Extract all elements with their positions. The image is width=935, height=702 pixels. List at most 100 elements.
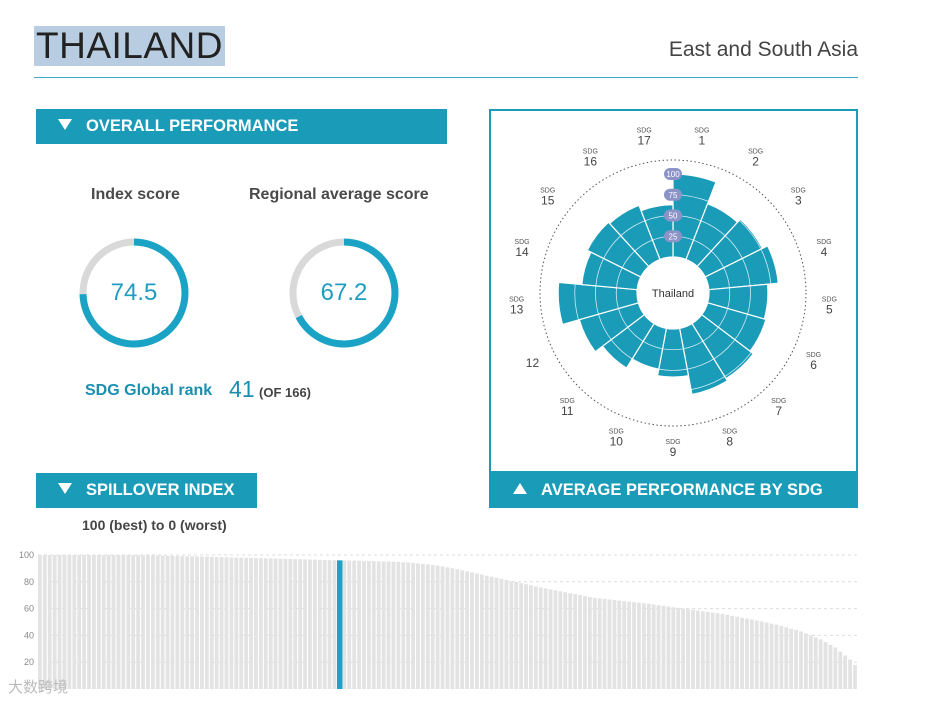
spillover-bar xyxy=(200,556,204,689)
ring-label-25: 25 xyxy=(669,232,678,241)
spillover-bar xyxy=(401,562,406,689)
spillover-bar xyxy=(587,596,592,689)
spillover-bar xyxy=(347,560,352,689)
sdg-number-label-9: 9 xyxy=(670,445,677,459)
spillover-bar xyxy=(720,613,725,689)
spillover-bar xyxy=(695,610,700,689)
sdg-number-label-6: 6 xyxy=(810,358,817,372)
spillover-bar xyxy=(700,611,705,689)
spillover-bar xyxy=(391,561,396,689)
spillover-bar xyxy=(803,633,808,689)
sdg-prefix-label: SDG xyxy=(560,398,575,405)
sdg-number-label-1: 1 xyxy=(699,134,706,148)
spillover-bar xyxy=(524,584,528,689)
spillover-bar xyxy=(450,568,455,689)
spillover-bar xyxy=(769,623,774,689)
spillover-bar xyxy=(62,555,67,689)
spillover-bar xyxy=(381,561,386,689)
spillover-bar xyxy=(592,597,597,689)
spillover-bar xyxy=(180,556,185,689)
sdg-performance-header: AVERAGE PERFORMANCE BY SDG xyxy=(489,473,858,508)
sdg-prefix-label: SDG xyxy=(722,428,737,435)
spillover-bar xyxy=(749,619,754,689)
y-tick-label: 40 xyxy=(24,630,34,640)
spillover-bar xyxy=(612,600,617,689)
sdg-prefix-label: SDG xyxy=(665,439,680,446)
spillover-bar xyxy=(268,558,273,689)
spillover-bar xyxy=(52,555,57,689)
sdg-prefix-label: SDG xyxy=(540,187,555,194)
y-tick-label: 20 xyxy=(24,657,34,667)
spillover-bar xyxy=(190,556,195,689)
sdg-prefix-label: SDG xyxy=(609,428,624,435)
spillover-bar xyxy=(838,651,843,689)
ring-label-75: 75 xyxy=(669,191,678,200)
spillover-bar xyxy=(671,607,676,689)
spillover-bar xyxy=(254,558,258,689)
spillover-bar xyxy=(141,555,145,689)
spillover-bar xyxy=(111,555,116,689)
sdg-prefix-label: SDG xyxy=(822,296,837,303)
spillover-bar xyxy=(509,580,514,689)
spillover-bar xyxy=(617,600,622,689)
sdg-number-label-4: 4 xyxy=(821,245,828,259)
country-title: THAILAND xyxy=(34,25,225,66)
index-score-donut xyxy=(79,238,189,348)
spillover-bar xyxy=(799,631,803,689)
center-hole xyxy=(637,257,709,329)
spillover-bar xyxy=(416,563,420,689)
sdg-number-label-12: 12 xyxy=(526,356,540,370)
spillover-bar xyxy=(568,593,573,689)
spillover-bar xyxy=(204,556,209,689)
outer-dotted-ring xyxy=(539,159,807,427)
sdg-number-label-5: 5 xyxy=(826,302,833,316)
header-divider xyxy=(34,77,858,78)
spillover-bar xyxy=(529,585,533,689)
spillover-bar xyxy=(312,559,317,689)
spillover-bar xyxy=(808,635,813,689)
spillover-bar xyxy=(730,615,735,689)
spillover-bar xyxy=(470,572,474,689)
spillover-bar xyxy=(813,637,818,689)
sdg-prefix-label: SDG xyxy=(694,128,709,135)
regional-score-donut xyxy=(289,238,399,348)
spillover-bar xyxy=(195,556,199,689)
spillover-bar xyxy=(258,558,263,689)
spillover-bar xyxy=(352,560,357,689)
spillover-bar xyxy=(475,573,479,689)
sdg-number-label-11: 11 xyxy=(561,404,574,418)
sdg-prefix-label: SDG xyxy=(748,149,763,156)
overall-performance-title: OVERALL PERFORMANCE xyxy=(86,117,299,135)
spillover-bar xyxy=(96,555,101,689)
spillover-bar xyxy=(136,555,141,689)
global-rank-total: (OF 166) xyxy=(259,385,312,400)
spillover-bar xyxy=(833,647,838,689)
spillover-bar xyxy=(499,578,504,689)
spillover-bar xyxy=(38,555,42,689)
spillover-bar xyxy=(622,601,627,689)
spillover-bar xyxy=(146,555,150,689)
sdg-prefix-label: SDG xyxy=(514,239,529,246)
sdg-number-label-3: 3 xyxy=(795,193,802,207)
sdg-polar-chart: Thailand255075100SDG1SDG2SDG3SDG4SDG5SDG… xyxy=(509,128,837,459)
spillover-bar xyxy=(155,555,160,689)
spillover-bar xyxy=(445,567,450,689)
spillover-bar xyxy=(298,559,303,689)
spillover-bar xyxy=(681,608,686,689)
spillover-scale-note: 100 (best) to 0 (worst) xyxy=(82,517,227,533)
sdg-prefix-label: SDG xyxy=(509,296,524,303)
overall-performance-header: OVERALL PERFORMANCE xyxy=(36,109,447,144)
donut-progress xyxy=(289,238,399,348)
spillover-bar xyxy=(234,557,239,689)
spillover-bar xyxy=(283,558,288,689)
spillover-bar xyxy=(779,626,784,689)
spillover-bar xyxy=(406,562,411,689)
spillover-bar xyxy=(219,557,224,689)
spillover-bar xyxy=(583,596,587,689)
spillover-bar xyxy=(116,555,121,689)
sdg-prefix-label: SDG xyxy=(791,187,806,194)
spillover-index-title: SPILLOVER INDEX xyxy=(86,481,235,499)
spillover-bar xyxy=(828,644,833,689)
spillover-bar xyxy=(627,601,632,689)
sdg-chart-panel: Thailand 25 50 75 100 SDG 1 SDG 2 SDG 3 SDG 4 SDG 5 SDG… xyxy=(489,109,858,473)
